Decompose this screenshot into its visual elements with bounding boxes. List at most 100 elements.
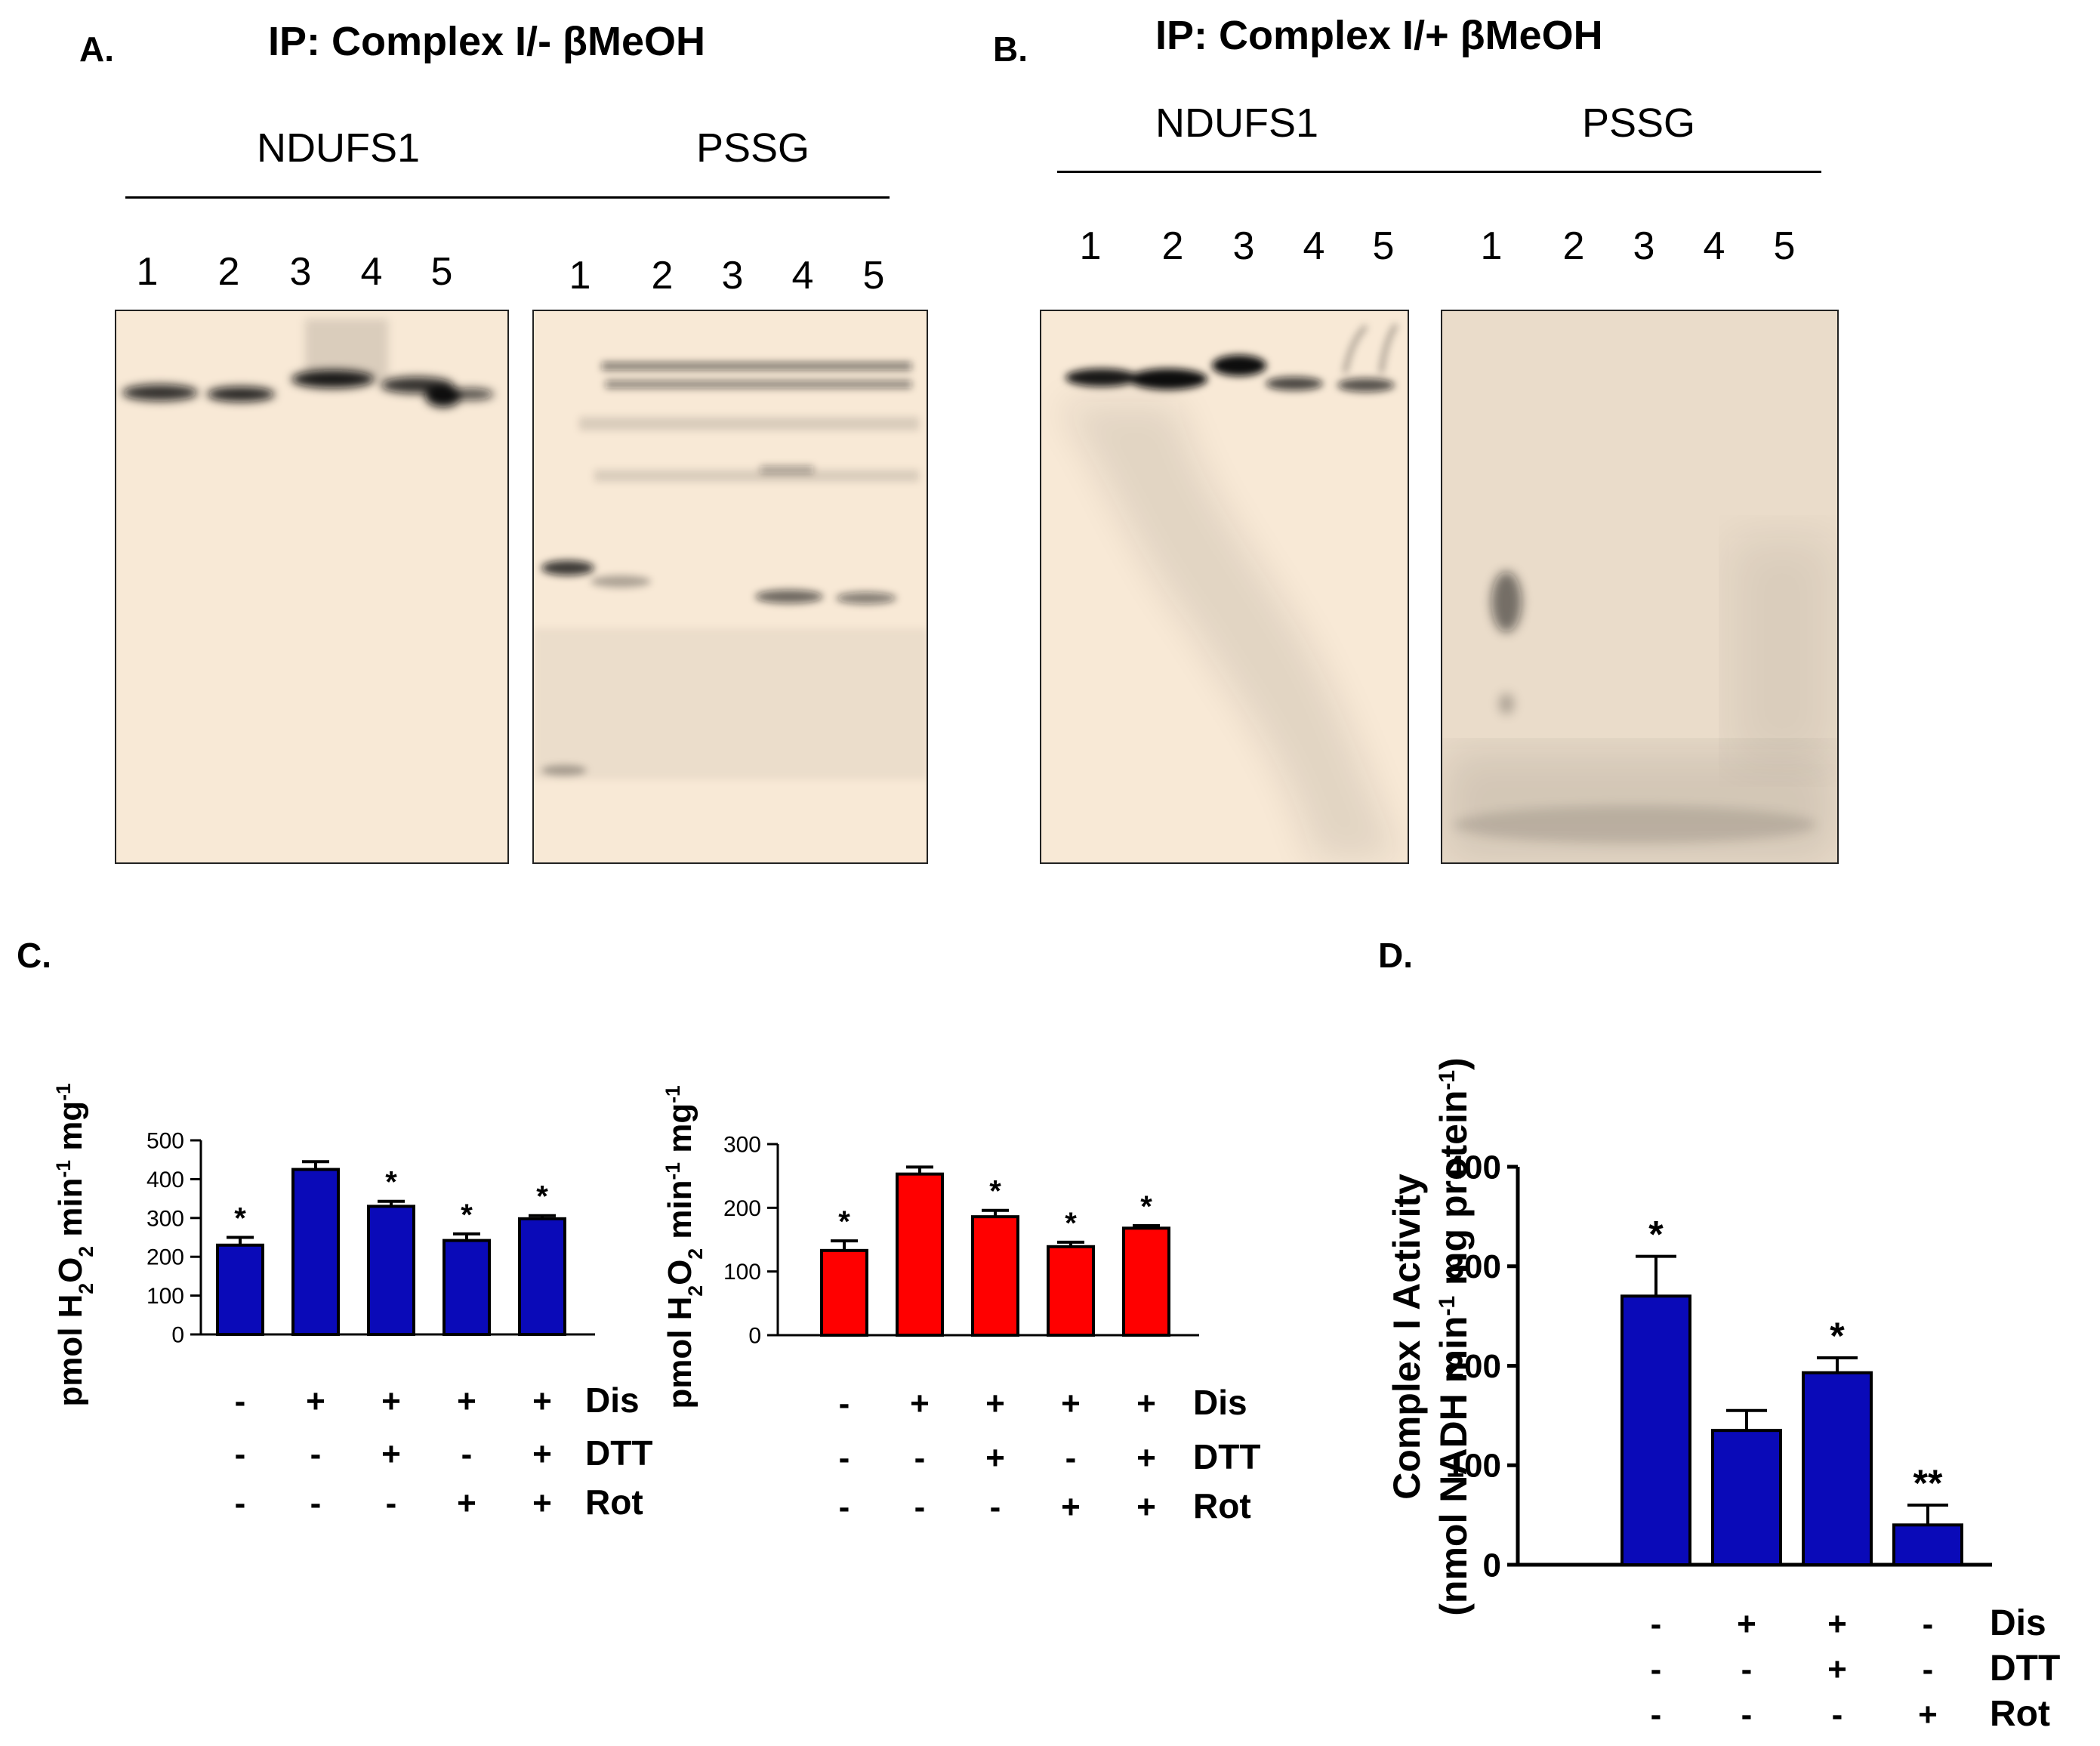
- condition-sign: -: [914, 1488, 926, 1525]
- condition-sign: +: [1827, 1651, 1847, 1688]
- condition-sign: +: [532, 1383, 552, 1420]
- y-axis-label-part: -1: [661, 1162, 684, 1180]
- condition-sign: -: [461, 1436, 473, 1473]
- bar: [1620, 1294, 1691, 1567]
- condition-sign: +: [532, 1436, 552, 1473]
- y-tick-label: 300: [146, 1206, 184, 1231]
- y-tick-label: 200: [146, 1245, 184, 1270]
- condition-label: Dis: [585, 1380, 640, 1420]
- panel-b-lane: 5: [1372, 224, 1395, 268]
- panel-a-lane: 1: [569, 254, 591, 298]
- y-tick-label: 0: [1483, 1547, 1501, 1584]
- y-axis-label-part: 2: [75, 1283, 97, 1294]
- y-axis-label-units-part: -1: [1435, 1070, 1460, 1090]
- panel-b-lane: 5: [1773, 224, 1796, 268]
- condition-sign: -: [839, 1385, 850, 1422]
- bar: [1711, 1429, 1782, 1566]
- significance-label: *: [234, 1202, 246, 1235]
- y-axis-label-part: min: [661, 1180, 698, 1248]
- blot-a-ndufs1-bands: [122, 319, 494, 407]
- chart-c-right: 0 100 200 300 * * * * - + + + + Dis - - + - + DTT - - - + + Rot pm…: [661, 1085, 1260, 1525]
- y-axis-label-part: min: [52, 1178, 89, 1246]
- panel-b-lane: 3: [1232, 224, 1255, 268]
- condition-sign: +: [1918, 1696, 1938, 1733]
- y-axis-label-part: O: [661, 1260, 698, 1285]
- y-tick-label: 100: [723, 1260, 761, 1285]
- panel-b-lane: 3: [1633, 224, 1655, 268]
- significance-label: *: [461, 1198, 473, 1232]
- y-axis-label-part: -1: [52, 1083, 75, 1100]
- significance-label: *: [536, 1180, 548, 1214]
- significance-label: *: [1140, 1190, 1152, 1223]
- y-tick-label: 0: [171, 1323, 184, 1348]
- chart-c-left: 0 100 200 300 400 500 * * * * - + + + + Dis - - + - + DTT - - - +…: [52, 1083, 652, 1522]
- y-axis-label-part: pmol H: [661, 1297, 698, 1409]
- condition-sign: +: [457, 1485, 476, 1522]
- y-tick-label: 500: [146, 1129, 184, 1154]
- condition-sign: -: [1923, 1606, 1934, 1643]
- condition-sign: -: [310, 1436, 322, 1473]
- blot-a-ndufs1: [115, 310, 509, 864]
- condition-sign: +: [1737, 1606, 1756, 1643]
- blot-b-pssg-bands: [1442, 311, 1837, 862]
- condition-sign: +: [1061, 1385, 1081, 1422]
- condition-sign: +: [985, 1385, 1005, 1422]
- condition-sign: -: [1065, 1439, 1077, 1476]
- y-axis-label-part: mg: [661, 1103, 698, 1162]
- panel-b-lane: 4: [1703, 224, 1725, 268]
- condition-sign: -: [1741, 1696, 1753, 1733]
- y-tick-label: 100: [146, 1284, 184, 1309]
- blot-a-pssg-bands: [534, 362, 927, 779]
- bar: [216, 1243, 264, 1337]
- blot-b-pssg: [1441, 310, 1839, 864]
- y-tick-label: 200: [723, 1196, 761, 1221]
- panel-b-lane: 2: [1161, 224, 1184, 268]
- condition-sign: -: [235, 1485, 246, 1522]
- condition-sign: +: [381, 1436, 401, 1473]
- panel-a-lane: 3: [289, 250, 312, 294]
- condition-label: Rot: [1193, 1486, 1251, 1525]
- y-axis-label-part: 2: [684, 1248, 707, 1260]
- bar: [1892, 1523, 1963, 1567]
- y-tick-label: 200: [1446, 1348, 1501, 1385]
- blot-b-ndufs1-bands: [1056, 323, 1404, 862]
- panel-a-lane: 2: [651, 254, 674, 298]
- blot-b-ndufs1: [1040, 310, 1409, 864]
- bar: [896, 1172, 944, 1337]
- condition-label: Rot: [1990, 1694, 2050, 1734]
- panel-a-lane: 5: [862, 254, 885, 298]
- y-tick-label: 100: [1446, 1448, 1501, 1485]
- condition-sign: +: [1827, 1606, 1847, 1643]
- panel-b-lane: 4: [1303, 224, 1325, 268]
- condition-sign: -: [1832, 1696, 1843, 1733]
- significance-label: *: [385, 1166, 397, 1199]
- significance-label: *: [1065, 1207, 1077, 1240]
- condition-sign: -: [235, 1436, 246, 1473]
- y-axis-label-part: O: [52, 1257, 89, 1283]
- y-axis-label-units-part: ): [1432, 1057, 1475, 1070]
- y-axis-label-part: Complex I Activity: [1386, 1174, 1428, 1500]
- significance-label: *: [989, 1175, 1001, 1208]
- panel-b-lane: 1: [1480, 224, 1503, 268]
- panel-a-lane: 4: [360, 250, 383, 294]
- panel-b-group-pssg: PSSG: [1582, 100, 1696, 146]
- condition-sign: +: [1136, 1439, 1156, 1476]
- condition-sign: +: [910, 1385, 930, 1422]
- bar: [1047, 1245, 1095, 1337]
- panel-a-letter: A.: [79, 29, 114, 69]
- y-axis-label-part: 2: [75, 1246, 97, 1257]
- condition-sign: -: [1651, 1606, 1662, 1643]
- panel-c-letter: C.: [17, 936, 51, 975]
- bar: [1122, 1226, 1170, 1337]
- y-tick-label: 400: [1446, 1149, 1501, 1186]
- condition-sign: +: [1136, 1488, 1156, 1525]
- panel-d-letter: D.: [1378, 936, 1413, 975]
- condition-sign: +: [457, 1383, 476, 1420]
- y-axis-label-part: -1: [661, 1085, 684, 1103]
- panel-b-title: IP: Complex I/+ βMeOH: [1155, 13, 1603, 58]
- bar: [291, 1168, 340, 1337]
- condition-sign: -: [310, 1485, 322, 1522]
- y-axis-label-part: -1: [52, 1160, 75, 1177]
